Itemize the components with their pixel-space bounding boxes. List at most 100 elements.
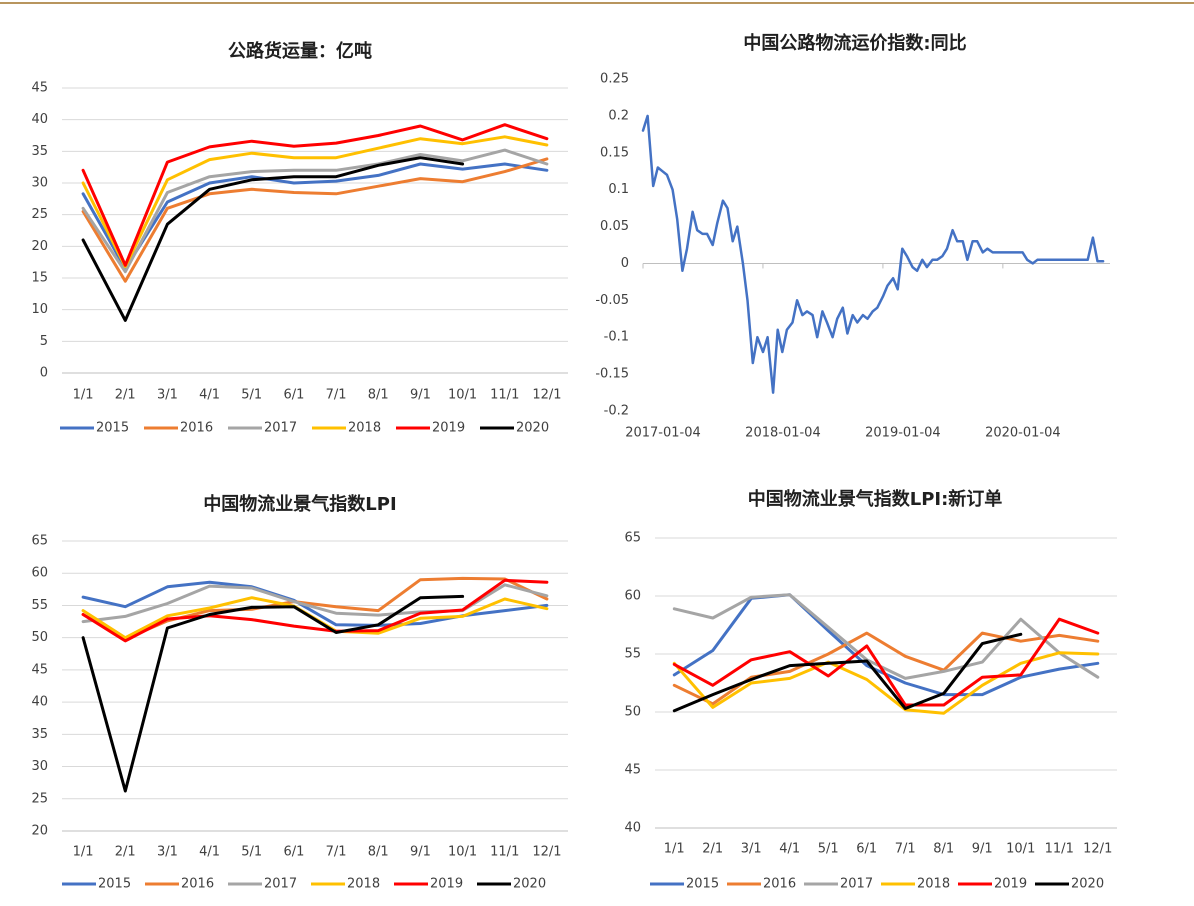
chart-title: 中国物流业景气指数LPI bbox=[203, 493, 396, 515]
x-tick-label: 5/1 bbox=[241, 388, 262, 403]
x-tick-label: 5/1 bbox=[818, 842, 839, 857]
series-line bbox=[81, 594, 465, 793]
series-line bbox=[81, 148, 549, 274]
x-tick-label: 6/1 bbox=[283, 388, 304, 403]
x-tick-label: 5/1 bbox=[241, 845, 262, 860]
series-line bbox=[81, 135, 549, 269]
x-tick-label: 11/1 bbox=[490, 845, 519, 860]
x-tick-label: 10/1 bbox=[448, 845, 477, 860]
y-tick-label: 50 bbox=[624, 705, 641, 720]
x-tick-label: 10/1 bbox=[448, 388, 477, 403]
x-tick-label: 2/1 bbox=[115, 388, 136, 403]
legend-label: 2019 bbox=[994, 877, 1027, 892]
x-tick-label: 7/1 bbox=[326, 388, 347, 403]
series-line bbox=[81, 123, 549, 267]
chart-title: 中国公路物流运价指数:同比 bbox=[743, 32, 966, 54]
x-tick-label: 12/1 bbox=[1083, 842, 1112, 857]
legend-label: 2018 bbox=[347, 877, 380, 892]
legend-label: 2015 bbox=[96, 421, 129, 436]
y-tick-label: 40 bbox=[31, 695, 48, 710]
legend-label: 2015 bbox=[686, 877, 719, 892]
chart-title: 中国物流业景气指数LPI:新订单 bbox=[748, 488, 1003, 510]
y-tick-label: 20 bbox=[31, 239, 48, 254]
x-tick-label: 1/1 bbox=[73, 388, 94, 403]
legend-label: 2018 bbox=[917, 877, 950, 892]
legend-label: 2017 bbox=[264, 877, 297, 892]
chart-title: 公路货运量：亿吨 bbox=[228, 40, 372, 62]
y-tick-label: 0.15 bbox=[600, 145, 629, 160]
y-tick-label: 0 bbox=[40, 366, 48, 381]
y-tick-label: 55 bbox=[31, 598, 48, 613]
series-line bbox=[672, 593, 1100, 680]
y-tick-label: 35 bbox=[31, 144, 48, 159]
legend-label: 2018 bbox=[348, 421, 381, 436]
legend-label: 2016 bbox=[181, 877, 214, 892]
x-tick-label: 1/1 bbox=[664, 842, 685, 857]
legend-label: 2019 bbox=[432, 421, 465, 436]
x-tick-label: 4/1 bbox=[199, 388, 220, 403]
y-tick-label: 30 bbox=[31, 759, 48, 774]
x-tick-label: 12/1 bbox=[532, 845, 561, 860]
y-tick-label: 45 bbox=[31, 662, 48, 677]
x-tick-label: 2019-01-04 bbox=[865, 426, 941, 441]
y-tick-label: 0.1 bbox=[608, 182, 629, 197]
series-line bbox=[81, 156, 465, 322]
x-tick-label: 2/1 bbox=[115, 845, 136, 860]
series-line bbox=[81, 578, 549, 643]
x-tick-label: 7/1 bbox=[326, 845, 347, 860]
legend-label: 2017 bbox=[264, 421, 297, 436]
legend-label: 2019 bbox=[430, 877, 463, 892]
y-tick-label: 30 bbox=[31, 176, 48, 191]
x-tick-label: 4/1 bbox=[779, 842, 800, 857]
series-line bbox=[672, 617, 1100, 707]
y-tick-label: 65 bbox=[31, 534, 48, 549]
x-tick-label: 2017-01-04 bbox=[625, 426, 701, 441]
y-tick-label: 15 bbox=[31, 271, 48, 286]
y-tick-label: 35 bbox=[31, 727, 48, 742]
legend-label: 2020 bbox=[513, 877, 546, 892]
x-tick-label: 6/1 bbox=[283, 845, 304, 860]
series-line bbox=[81, 157, 549, 283]
y-tick-label: 25 bbox=[31, 791, 48, 806]
x-tick-label: 2020-01-04 bbox=[985, 426, 1061, 441]
y-tick-label: 5 bbox=[40, 334, 48, 349]
y-tick-label: 50 bbox=[31, 630, 48, 645]
legend-label: 2016 bbox=[180, 421, 213, 436]
y-tick-label: 40 bbox=[624, 821, 641, 836]
x-tick-label: 2018-01-04 bbox=[745, 426, 821, 441]
legend-label: 2017 bbox=[840, 877, 873, 892]
x-tick-label: 3/1 bbox=[741, 842, 762, 857]
series-line bbox=[81, 162, 549, 270]
x-tick-label: 3/1 bbox=[157, 845, 178, 860]
y-tick-label: -0.2 bbox=[604, 404, 629, 419]
series-line bbox=[672, 632, 1023, 713]
y-tick-label: -0.05 bbox=[595, 293, 629, 308]
x-tick-label: 11/1 bbox=[490, 388, 519, 403]
legend-label: 2020 bbox=[516, 421, 549, 436]
y-tick-label: 20 bbox=[31, 824, 48, 839]
y-tick-label: 40 bbox=[31, 112, 48, 127]
y-tick-label: 0.25 bbox=[600, 72, 629, 87]
x-tick-label: 2/1 bbox=[702, 842, 723, 857]
series-line bbox=[641, 114, 1105, 394]
x-tick-label: 10/1 bbox=[1006, 842, 1035, 857]
y-tick-label: 45 bbox=[624, 763, 641, 778]
x-tick-label: 9/1 bbox=[972, 842, 993, 857]
y-tick-label: 0.05 bbox=[600, 219, 629, 234]
x-tick-label: 1/1 bbox=[73, 845, 94, 860]
x-tick-label: 12/1 bbox=[532, 388, 561, 403]
legend-label: 2015 bbox=[98, 877, 131, 892]
x-tick-label: 8/1 bbox=[368, 845, 389, 860]
y-tick-label: 45 bbox=[31, 81, 48, 96]
y-tick-label: 10 bbox=[31, 302, 48, 317]
y-tick-label: 65 bbox=[624, 531, 641, 546]
x-tick-label: 3/1 bbox=[157, 388, 178, 403]
x-tick-label: 4/1 bbox=[199, 845, 220, 860]
x-tick-label: 8/1 bbox=[933, 842, 954, 857]
y-tick-label: -0.1 bbox=[604, 330, 629, 345]
y-tick-label: -0.15 bbox=[595, 367, 629, 382]
legend-label: 2020 bbox=[1071, 877, 1104, 892]
x-tick-label: 9/1 bbox=[410, 388, 431, 403]
y-tick-label: 55 bbox=[624, 647, 641, 662]
